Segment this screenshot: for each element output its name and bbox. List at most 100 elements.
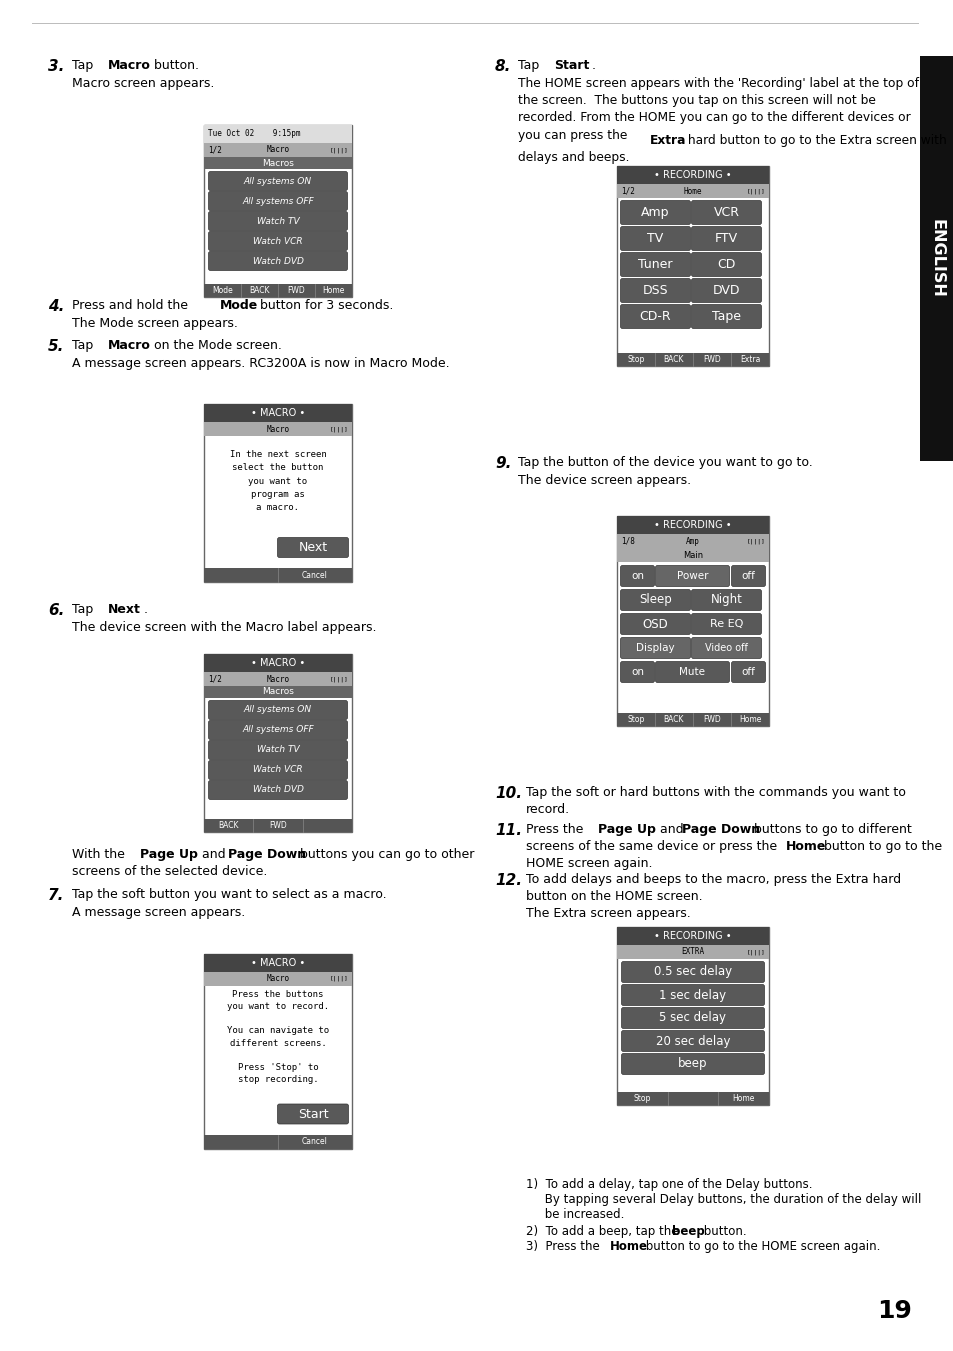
Text: 7.: 7. (48, 888, 64, 902)
Text: Cancel: Cancel (302, 570, 328, 580)
Text: Start: Start (554, 59, 589, 72)
Text: Extra: Extra (649, 134, 686, 147)
Text: Press the: Press the (525, 823, 587, 836)
FancyBboxPatch shape (620, 1031, 763, 1051)
Text: Mode: Mode (212, 286, 233, 295)
Text: A message screen appears.: A message screen appears. (71, 907, 245, 919)
Text: The Mode screen appears.: The Mode screen appears. (71, 317, 237, 330)
Bar (617, 713, 768, 725)
Bar (204, 404, 352, 422)
Bar (617, 927, 768, 1105)
Text: 5 sec delay: 5 sec delay (659, 1012, 726, 1024)
Text: Watch VCR: Watch VCR (253, 236, 302, 246)
Text: Watch DVD: Watch DVD (253, 257, 303, 266)
Text: Macro: Macro (266, 424, 290, 434)
Text: All systems ON: All systems ON (244, 177, 312, 185)
Text: record.: record. (525, 802, 570, 816)
Text: 1/2: 1/2 (208, 146, 222, 154)
Text: BACK: BACK (663, 715, 683, 724)
Text: Amp: Amp (685, 536, 700, 546)
FancyBboxPatch shape (691, 638, 760, 658)
FancyBboxPatch shape (691, 304, 760, 328)
Text: [|||]: [|||] (329, 975, 348, 981)
Text: FWD: FWD (702, 355, 720, 363)
Text: Tap the soft button you want to select as a macro.: Tap the soft button you want to select a… (71, 888, 386, 901)
Text: • RECORDING •: • RECORDING • (654, 520, 731, 530)
Text: Macro: Macro (266, 974, 290, 984)
Text: All systems ON: All systems ON (244, 705, 312, 715)
Bar (617, 534, 768, 549)
Text: off: off (740, 667, 755, 677)
Text: Night: Night (710, 593, 741, 607)
Text: Home: Home (609, 1240, 647, 1252)
Bar (204, 954, 352, 1148)
Text: Macros: Macros (262, 688, 294, 697)
Text: 11.: 11. (495, 823, 521, 838)
Text: Watch TV: Watch TV (256, 746, 299, 754)
FancyBboxPatch shape (209, 740, 347, 759)
Text: The HOME screen appears with the 'Recording' label at the top of
the screen.  Th: The HOME screen appears with the 'Record… (517, 77, 918, 142)
Text: on: on (630, 667, 643, 677)
Text: hard button to go to the Extra screen with: hard button to go to the Extra screen wi… (683, 134, 945, 147)
Bar (204, 819, 352, 832)
FancyBboxPatch shape (209, 251, 347, 270)
Text: Macro: Macro (108, 339, 151, 353)
Bar (204, 654, 352, 671)
Text: 12.: 12. (495, 873, 521, 888)
Text: button.: button. (700, 1225, 746, 1238)
Text: Page Down: Page Down (228, 848, 306, 861)
Text: screens of the same device or press the: screens of the same device or press the (525, 840, 781, 852)
Text: Home: Home (683, 186, 701, 196)
Text: [|||]: [|||] (329, 677, 348, 682)
Text: Macros: Macros (262, 158, 294, 168)
FancyBboxPatch shape (619, 278, 690, 303)
Text: Page Up: Page Up (140, 848, 197, 861)
Text: [|||]: [|||] (745, 188, 764, 193)
Bar (204, 143, 352, 157)
Text: Stop: Stop (627, 355, 644, 363)
Text: buttons to go to different: buttons to go to different (749, 823, 911, 836)
FancyBboxPatch shape (620, 985, 763, 1005)
Text: Tap the soft or hard buttons with the commands you want to: Tap the soft or hard buttons with the co… (525, 786, 905, 798)
Text: • RECORDING •: • RECORDING • (654, 170, 731, 180)
Text: Tap: Tap (71, 59, 97, 72)
Text: Start: Start (297, 1108, 328, 1120)
Text: on the Mode screen.: on the Mode screen. (150, 339, 281, 353)
Text: To add delays and beeps to the macro, press the Extra hard: To add delays and beeps to the macro, pr… (525, 873, 901, 886)
Text: delays and beeps.: delays and beeps. (517, 151, 629, 163)
FancyBboxPatch shape (691, 589, 760, 611)
Text: Watch TV: Watch TV (256, 216, 299, 226)
Bar (204, 284, 352, 297)
FancyBboxPatch shape (277, 538, 348, 558)
Text: [|||]: [|||] (329, 427, 348, 432)
Bar (204, 126, 352, 143)
FancyBboxPatch shape (209, 212, 347, 231)
FancyBboxPatch shape (209, 761, 347, 780)
Text: button on the HOME screen.: button on the HOME screen. (525, 890, 702, 902)
Text: Tap the button of the device you want to go to.: Tap the button of the device you want to… (517, 457, 812, 469)
Text: ENGLISH: ENGLISH (928, 219, 943, 299)
Text: BACK: BACK (218, 821, 238, 830)
Text: Next: Next (108, 603, 141, 616)
Text: • MACRO •: • MACRO • (251, 958, 305, 967)
Text: Tap: Tap (71, 603, 97, 616)
Text: Macro: Macro (266, 146, 290, 154)
Text: Macro: Macro (266, 674, 290, 684)
Text: • MACRO •: • MACRO • (251, 408, 305, 417)
FancyBboxPatch shape (619, 613, 690, 635)
Text: 1/2: 1/2 (208, 674, 222, 684)
Text: 10.: 10. (495, 786, 521, 801)
Text: 4.: 4. (48, 299, 64, 313)
Text: DSS: DSS (642, 284, 668, 297)
Text: A message screen appears. RC3200A is now in Macro Mode.: A message screen appears. RC3200A is now… (71, 357, 449, 370)
Text: button.: button. (150, 59, 199, 72)
Text: and: and (656, 823, 687, 836)
FancyBboxPatch shape (209, 701, 347, 720)
Text: .: . (592, 59, 596, 72)
Text: Tuner: Tuner (638, 258, 672, 272)
Text: BACK: BACK (663, 355, 683, 363)
Text: 0.5 sec delay: 0.5 sec delay (653, 966, 731, 978)
Text: Sleep: Sleep (639, 593, 671, 607)
Text: CD-R: CD-R (639, 309, 671, 323)
Text: Watch DVD: Watch DVD (253, 785, 303, 794)
